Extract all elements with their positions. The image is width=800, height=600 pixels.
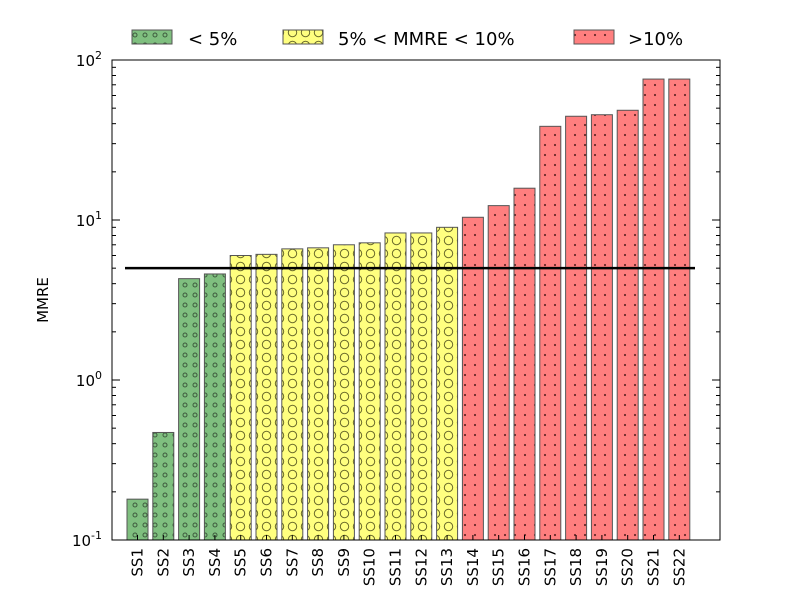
bar-ss4 (203, 273, 226, 541)
x-tick-label: SS16 (516, 548, 534, 586)
x-tick-label: SS21 (645, 548, 663, 586)
x-tick-label: SS18 (567, 548, 585, 586)
y-ticks: 10-1 100 101 102 (72, 49, 720, 550)
bar-ss9 (332, 244, 355, 541)
x-tick-label: SS15 (490, 548, 508, 586)
x-tick-label: SS14 (464, 548, 482, 586)
x-tick-label: SS9 (335, 548, 353, 577)
x-tick-label: SS10 (361, 548, 379, 586)
legend-item-low: < 5% (131, 29, 237, 50)
legend-label-mid: 5% < MMRE < 10% (338, 29, 515, 50)
bars (126, 78, 691, 541)
bar-ss13 (436, 226, 459, 541)
x-tick-label: SS1 (129, 548, 147, 577)
bar-ss22 (668, 78, 691, 541)
x-tick-label: SS12 (412, 548, 430, 586)
legend-item-high: >10% (573, 29, 683, 50)
y-tick-label: 100 (76, 369, 102, 390)
x-tick-label: SS17 (541, 548, 559, 586)
x-tick-label: SS20 (619, 548, 637, 586)
bar-ss3 (178, 278, 201, 541)
y-axis-label: MMRE (34, 277, 52, 323)
bar-ss20 (616, 109, 639, 541)
x-tick-label: SS11 (387, 548, 405, 586)
bar-ss5 (229, 255, 252, 541)
bar-ss2 (152, 431, 175, 541)
bar-ss16 (513, 187, 536, 541)
bar-ss12 (410, 232, 433, 541)
legend-item-mid: 5% < MMRE < 10% (282, 29, 515, 50)
x-tick-label: SS8 (309, 548, 327, 577)
bar-ss8 (307, 247, 330, 541)
legend: < 5% 5% < MMRE < 10% >10% (131, 29, 683, 50)
bar-ss11 (384, 232, 407, 541)
x-tick-label: SS22 (670, 548, 688, 586)
y-tick-label: 102 (76, 49, 102, 70)
axes (111, 59, 721, 541)
bar-ss15 (487, 205, 510, 541)
x-tick-label: SS3 (180, 548, 198, 577)
x-tick-label: SS4 (206, 548, 224, 577)
bar-ss10 (358, 242, 381, 541)
x-tick-label: SS7 (283, 548, 301, 577)
legend-label-low: < 5% (188, 29, 237, 50)
bar-ss18 (565, 115, 588, 541)
plot-frame (111, 59, 721, 541)
legend-label-high: >10% (628, 29, 683, 50)
x-tick-label: SS19 (593, 548, 611, 586)
y-tick-label: 101 (76, 209, 102, 230)
x-tick-label: SS6 (258, 548, 276, 577)
x-tick-label: SS2 (154, 548, 172, 577)
bar-ss19 (590, 114, 613, 541)
bar-ss21 (642, 78, 665, 541)
bar-ss7 (281, 248, 304, 541)
y-tick-label: 10-1 (72, 529, 102, 550)
bar-ss6 (255, 253, 278, 541)
bar-ss17 (539, 125, 562, 541)
x-ticks: SS1 SS2 SS3 SS4 SS5 SS6 SS7 SS8 SS9 SS10 SS11 SS12 S… (129, 535, 688, 586)
legend-swatch-mid (282, 29, 324, 45)
bar-ss1 (126, 498, 149, 541)
bar-ss14 (461, 216, 484, 541)
legend-swatch-high (573, 29, 615, 45)
x-tick-label: SS13 (438, 548, 456, 586)
x-tick-label: SS5 (232, 548, 250, 577)
legend-swatch-low (131, 29, 173, 45)
